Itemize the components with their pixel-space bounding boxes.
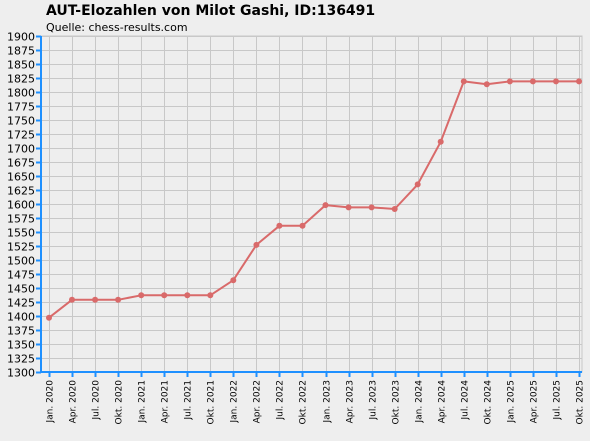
y-tick-label: 1725 — [7, 129, 35, 142]
data-point — [576, 78, 582, 85]
data-point — [230, 277, 237, 284]
x-tick-label: Apr. 2020 — [69, 380, 79, 424]
x-tick-label: Apr. 2024 — [438, 380, 448, 424]
y-tick-label: 1825 — [7, 73, 35, 86]
data-point — [506, 78, 513, 85]
y-tick-label: 1675 — [7, 157, 35, 170]
y-tick-label: 1475 — [7, 269, 35, 282]
y-tick-label: 1900 — [7, 31, 35, 44]
series-line — [48, 80, 579, 319]
data-point — [529, 78, 536, 85]
x-tick-label: Okt. 2022 — [299, 380, 309, 424]
data-point — [391, 206, 398, 212]
data-point — [161, 292, 168, 299]
data-point — [276, 222, 283, 229]
data-point — [483, 81, 490, 88]
x-tick-label: Jan. 2021 — [138, 380, 148, 424]
data-point — [414, 181, 421, 188]
data-point — [368, 204, 375, 211]
chart-subtitle: Quelle: chess-results.com — [46, 21, 188, 34]
y-tick-label: 1700 — [7, 143, 35, 156]
x-tick-label: Okt. 2025 — [576, 380, 586, 424]
y-tick-label: 1300 — [7, 367, 35, 380]
x-axis-ticks: Jan. 2020 Apr. 2020 Jul. 2020 Okt. 2020 Jan.… — [46, 372, 586, 424]
data-point — [345, 204, 352, 211]
chart-title: AUT-Elozahlen von Milot Gashi, ID:136491 — [46, 3, 375, 19]
y-tick-label: 1625 — [7, 185, 35, 198]
data-point — [69, 296, 75, 303]
x-tick-label: Okt. 2023 — [392, 380, 402, 424]
x-tick-label: Apr. 2023 — [346, 380, 356, 423]
x-tick-label: Jul. 2023 — [369, 380, 379, 421]
y-tick-label: 1775 — [7, 101, 35, 114]
y-tick-label: 1500 — [7, 255, 35, 268]
y-tick-label: 1450 — [7, 283, 35, 296]
y-tick-label: 1550 — [7, 227, 35, 240]
data-point — [299, 222, 306, 229]
y-axis-ticks: 1300132513501375140014251450147515001525… — [7, 31, 41, 380]
data-point — [437, 138, 444, 145]
x-tick-label: Jan. 2023 — [323, 380, 333, 424]
data-point — [322, 202, 329, 209]
x-tick-label: Jan. 2025 — [507, 380, 517, 424]
data-point — [92, 296, 99, 303]
x-tick-label: Jul. 2024 — [461, 380, 471, 421]
y-tick-label: 1800 — [7, 87, 35, 100]
data-point — [460, 78, 467, 85]
y-tick-label: 1575 — [7, 213, 35, 226]
x-tick-label: Jan. 2022 — [230, 380, 240, 424]
x-tick-label: Apr. 2025 — [530, 380, 540, 423]
elo-series — [46, 78, 582, 321]
y-tick-label: 1850 — [7, 59, 35, 72]
x-tick-label: Apr. 2021 — [161, 380, 171, 423]
y-tick-label: 1525 — [7, 241, 35, 254]
y-tick-label: 1650 — [7, 171, 35, 184]
data-point — [553, 78, 559, 85]
x-tick-label: Okt. 2020 — [115, 380, 125, 425]
y-tick-label: 1875 — [7, 45, 35, 58]
data-point — [115, 296, 122, 303]
data-point — [138, 292, 145, 299]
y-tick-label: 1375 — [7, 325, 35, 338]
x-tick-label: Jul. 2021 — [184, 380, 194, 421]
y-tick-label: 1350 — [7, 339, 35, 352]
data-point — [207, 292, 214, 299]
y-tick-label: 1600 — [7, 199, 35, 212]
y-tick-label: 1425 — [7, 297, 35, 310]
x-tick-label: Apr. 2022 — [253, 380, 263, 423]
y-tick-label: 1325 — [7, 353, 35, 366]
data-point — [46, 314, 52, 321]
x-tick-label: Jul. 2022 — [276, 380, 286, 421]
x-tick-label: Okt. 2024 — [484, 380, 494, 425]
grid — [40, 35, 583, 373]
x-tick-label: Jul. 2020 — [92, 380, 102, 421]
x-tick-label: Jan. 2020 — [46, 380, 56, 424]
y-tick-label: 1750 — [7, 115, 35, 128]
y-tick-label: 1400 — [7, 311, 35, 324]
x-tick-label: Okt. 2021 — [207, 380, 217, 424]
data-point — [184, 292, 191, 299]
x-tick-label: Jan. 2024 — [415, 380, 425, 424]
data-point — [253, 241, 260, 248]
x-tick-label: Jul. 2025 — [553, 380, 563, 421]
